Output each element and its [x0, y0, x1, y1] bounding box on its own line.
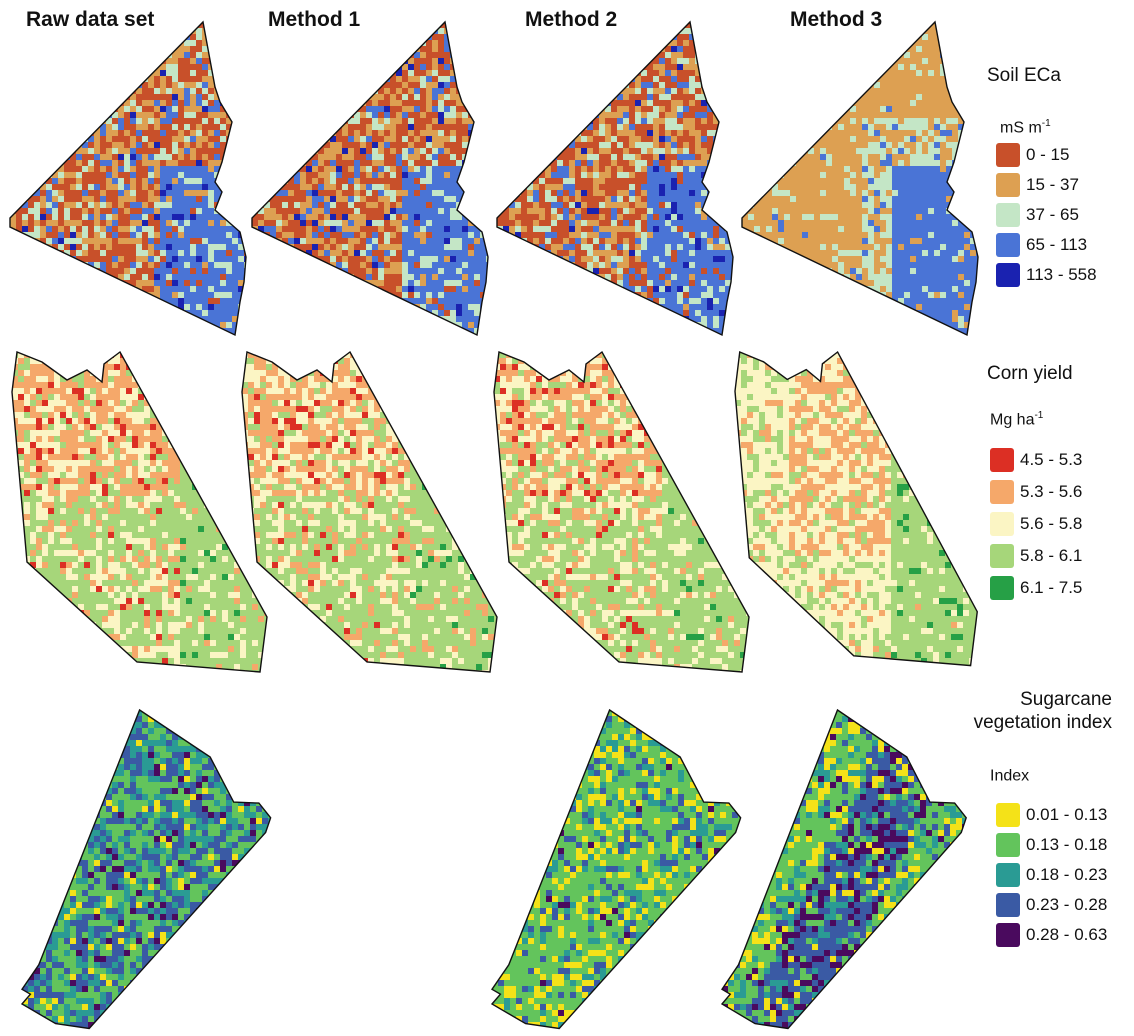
legend-item: 4.5 - 5.3 [990, 445, 1082, 475]
map-corn-raw-data-set [11, 350, 268, 673]
legend-title: Sugarcane vegetation index [962, 688, 1112, 734]
column-title-method-2: Method 2 [525, 8, 617, 32]
legend-item: 0.28 - 0.63 [996, 920, 1107, 950]
legend-item: 0 - 15 [996, 140, 1069, 170]
legend-item: 5.6 - 5.8 [990, 509, 1082, 539]
legend-item: 0.18 - 0.23 [996, 860, 1107, 890]
legend-swatch [996, 863, 1020, 887]
legend-swatch [996, 833, 1020, 857]
map-sugar-method-3 [720, 708, 967, 1030]
legend-item: 5.3 - 5.6 [990, 477, 1082, 507]
legend-swatch [990, 448, 1014, 472]
legend-swatch [990, 480, 1014, 504]
legend-label: 0.28 - 0.63 [1026, 925, 1107, 945]
legend-swatch [990, 512, 1014, 536]
legend-label: 0.18 - 0.23 [1026, 865, 1107, 885]
legend-swatch [996, 203, 1020, 227]
legend-label: 4.5 - 5.3 [1020, 450, 1082, 470]
legend-item: 37 - 65 [996, 200, 1079, 230]
legend-title: Soil ECa [987, 64, 1061, 87]
legend-label: 5.3 - 5.6 [1020, 482, 1082, 502]
legend-label: 113 - 558 [1026, 265, 1097, 285]
legend-item: 0.23 - 0.28 [996, 890, 1107, 920]
map-corn-method-2 [493, 350, 750, 673]
map-ec-raw-data-set [9, 20, 247, 337]
legend-unit: Index [990, 766, 1029, 785]
legend-label: 0.23 - 0.28 [1026, 895, 1107, 915]
legend-swatch [996, 923, 1020, 947]
map-ec-method-3 [741, 20, 979, 337]
legend-swatch [996, 233, 1020, 257]
legend-item: 65 - 113 [996, 230, 1087, 260]
legend-item: 6.1 - 7.5 [990, 573, 1082, 603]
legend-swatch [996, 173, 1020, 197]
legend-label: 5.8 - 6.1 [1020, 546, 1082, 566]
legend-label: 0 - 15 [1026, 145, 1069, 165]
map-ec-method-1 [251, 20, 489, 337]
legend-label: 0.01 - 0.13 [1026, 805, 1107, 825]
map-corn-method-1 [241, 350, 498, 673]
legend-swatch [996, 263, 1020, 287]
legend-swatch [990, 576, 1014, 600]
column-title-raw: Raw data set [26, 8, 154, 32]
legend-swatch [996, 893, 1020, 917]
legend-item: 5.8 - 6.1 [990, 541, 1082, 571]
column-title-method-3: Method 3 [790, 8, 882, 32]
legend-item: 0.01 - 0.13 [996, 800, 1107, 830]
column-title-method-1: Method 1 [268, 8, 360, 32]
legend-label: 15 - 37 [1026, 175, 1079, 195]
map-sugar-raw-data-set [20, 708, 272, 1030]
map-sugar-method-2 [490, 708, 742, 1030]
legend-swatch [996, 803, 1020, 827]
legend-unit: Mg ha-1 [990, 410, 1043, 429]
legend-unit: mS m-1 [1000, 118, 1051, 137]
legend-item: 0.13 - 0.18 [996, 830, 1107, 860]
legend-swatch [990, 544, 1014, 568]
legend-label: 0.13 - 0.18 [1026, 835, 1107, 855]
map-ec-method-2 [496, 20, 734, 337]
legend-label: 5.6 - 5.8 [1020, 514, 1082, 534]
legend-label: 37 - 65 [1026, 205, 1079, 225]
legend-label: 6.1 - 7.5 [1020, 578, 1082, 598]
legend-item: 113 - 558 [996, 260, 1097, 290]
legend-swatch [996, 143, 1020, 167]
map-corn-method-3 [734, 350, 978, 667]
legend-label: 65 - 113 [1026, 235, 1087, 255]
legend-item: 15 - 37 [996, 170, 1079, 200]
legend-title: Corn yield [987, 362, 1073, 385]
